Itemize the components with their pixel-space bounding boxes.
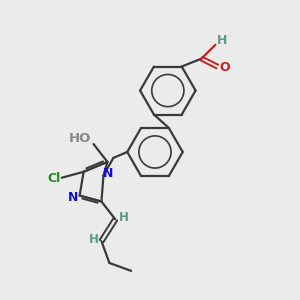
Text: H: H [88,233,98,246]
Text: N: N [103,167,114,180]
Text: H: H [216,34,227,47]
Text: H: H [119,211,129,224]
Text: Cl: Cl [47,172,61,185]
Text: HO: HO [68,132,91,145]
Text: O: O [219,61,230,74]
Text: N: N [68,191,78,204]
